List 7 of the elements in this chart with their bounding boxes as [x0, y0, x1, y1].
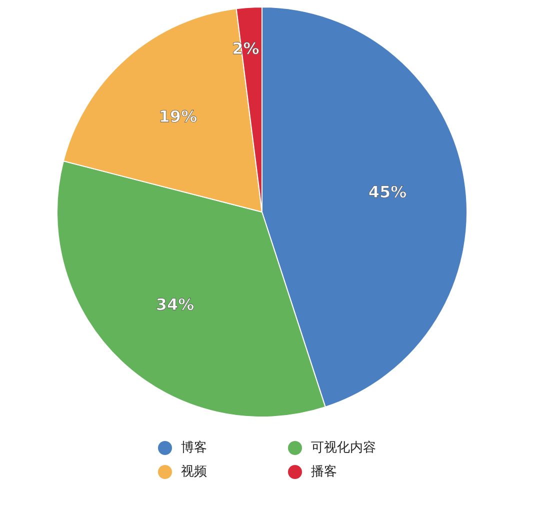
data-label: 45%: [368, 182, 407, 202]
legend-label: 博客: [181, 440, 207, 456]
data-label: 34%: [156, 295, 194, 314]
legend-label: 播客: [311, 464, 337, 480]
data-label: 19%: [158, 107, 198, 126]
legend-label: 视频: [181, 464, 207, 480]
legend-label: 可视化内容: [311, 440, 376, 456]
